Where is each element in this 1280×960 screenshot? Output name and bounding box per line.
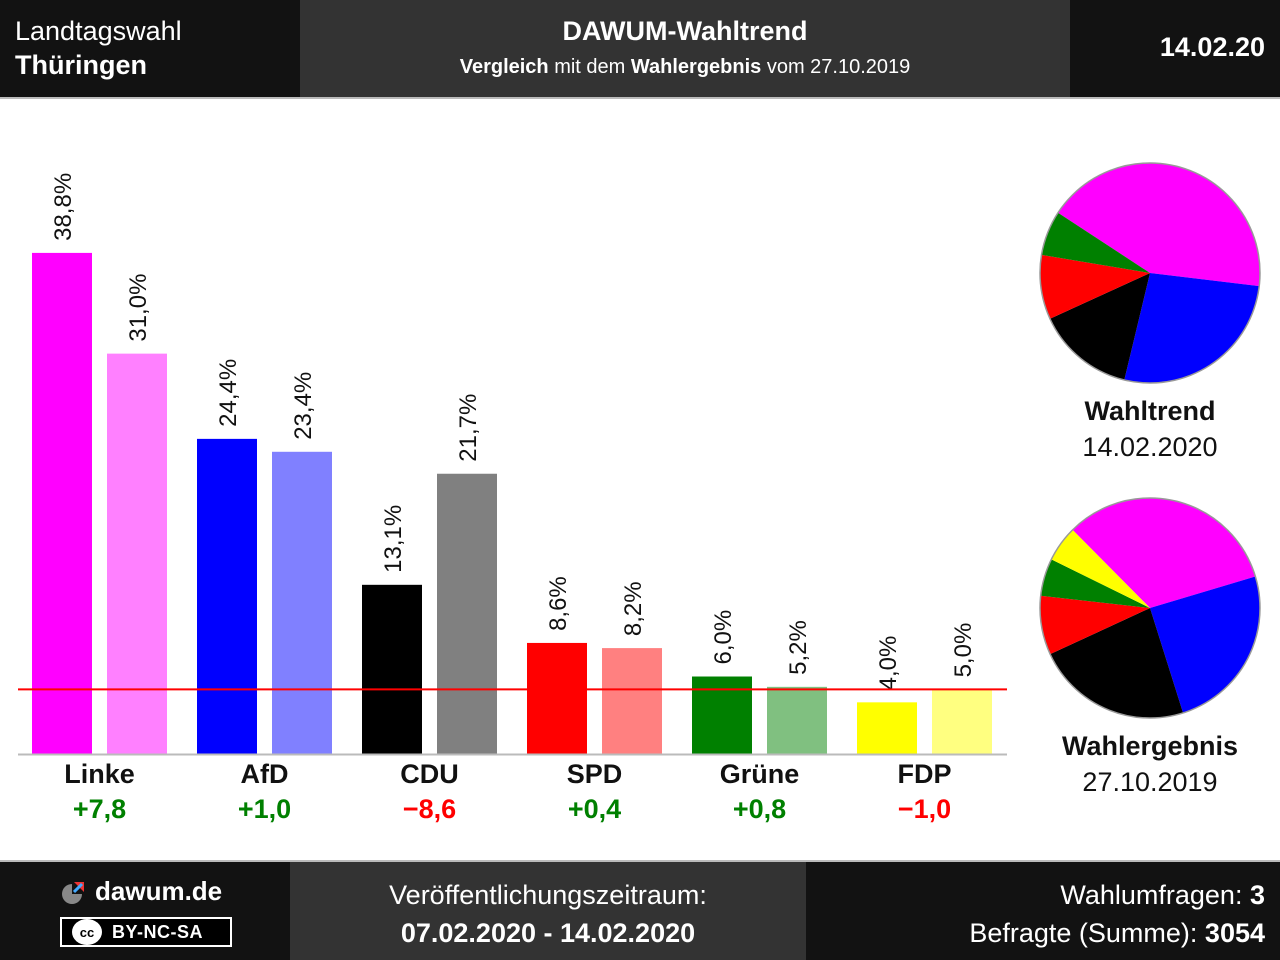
cc-icon: cc: [72, 919, 102, 945]
license-badge[interactable]: cc BY-NC-SA: [60, 917, 232, 947]
footer: dawum.de cc BY-NC-SA Veröffentlichungsze…: [0, 860, 1280, 960]
footer-stats: Wahlumfragen: 3 Befragte (Summe): 3054: [806, 862, 1280, 960]
bar-trend-spd: [527, 642, 587, 754]
chart-subtitle: Vergleich mit dem Wahlergebnis vom 27.10…: [300, 54, 1070, 80]
polls-label: Wahlumfragen:: [1060, 880, 1250, 910]
election-label: Landtagswahl Thüringen: [0, 0, 300, 97]
bar-result-linke: [107, 353, 167, 754]
pie-outline-trend: [1039, 162, 1261, 384]
site-link[interactable]: dawum.de: [95, 876, 223, 906]
pie-outline-result: [1039, 497, 1261, 719]
pie-slice-result-grüne: [1040, 559, 1150, 608]
header-date: 14.02.20: [1070, 0, 1280, 97]
change-label-afd: +1,0: [238, 794, 291, 824]
bar-result-afd: [272, 451, 332, 754]
value-label-result-afd: 23,4%: [290, 372, 317, 440]
respondents-count: Befragte (Summe): 3054: [806, 916, 1265, 950]
pie-slice-trend-linke: [1057, 163, 1260, 287]
pie-caption-trend: Wahltrend 14.02.2020: [1040, 393, 1260, 465]
value-label-result-fdp: 5,0%: [950, 623, 977, 678]
dawum-logo-icon: [62, 882, 84, 904]
bar-chart: 38,8% 31,0% Linke +7,8 24,4% 23,4% AfD +1,0 13,1…: [18, 162, 1261, 824]
pie-slice-result-cdu: [1050, 608, 1184, 718]
value-label-trend-linke: 38,8%: [50, 173, 77, 241]
respondents-label: Befragte (Summe):: [969, 918, 1205, 948]
bar-result-grüne: [767, 686, 827, 754]
footer-period: Veröffentlichungszeitraum: 07.02.2020 - …: [290, 862, 806, 960]
pie-caption-trend-title: Wahltrend: [1084, 396, 1216, 426]
election-region: Thüringen: [15, 50, 147, 80]
value-label-trend-spd: 8,6%: [545, 576, 572, 631]
change-label-grüne: +0,8: [733, 794, 786, 824]
pie-slice-result-linke: [1072, 497, 1256, 608]
category-label-linke: Linke: [64, 759, 135, 789]
value-label-trend-cdu: 13,1%: [380, 505, 407, 573]
bar-result-spd: [602, 648, 662, 754]
value-label-trend-afd: 24,4%: [215, 359, 242, 427]
change-label-spd: +0,4: [568, 794, 621, 824]
bar-trend-grüne: [692, 676, 752, 754]
pie-slice-trend-afd: [1124, 273, 1260, 384]
pie-caption-result-date: 27.10.2019: [1082, 767, 1218, 797]
subtitle-connector: mit dem: [548, 56, 631, 78]
value-label-result-linke: 31,0%: [125, 274, 152, 342]
pie-slice-result-afd: [1150, 576, 1261, 713]
pie-caption-result-title: Wahlergebnis: [1061, 731, 1239, 761]
period-value: 07.02.2020 - 14.02.2020: [400, 918, 696, 948]
subtitle-date: vom 27.10.2019: [761, 56, 911, 78]
category-label-afd: AfD: [241, 759, 289, 789]
value-label-result-spd: 8,2%: [620, 581, 647, 636]
bar-trend-cdu: [362, 584, 422, 754]
subtitle-vergleich: Vergleich: [459, 56, 549, 78]
bar-trend-afd: [197, 438, 257, 754]
pie-caption-result: Wahlergebnis 27.10.2019: [1040, 728, 1260, 800]
bar-trend-fdp: [857, 702, 917, 754]
title-block: DAWUM-Wahltrend Vergleich mit dem Wahler…: [300, 0, 1070, 97]
category-label-fdp: FDP: [898, 759, 952, 789]
change-label-cdu: −8,6: [403, 794, 456, 824]
pie-slice-trend-grüne: [1041, 212, 1150, 273]
license-text: BY-NC-SA: [112, 921, 204, 942]
chart-title: DAWUM-Wahltrend: [562, 16, 808, 46]
pie-slice-result-fdp: [1051, 529, 1150, 608]
value-label-trend-fdp: 4,0%: [875, 636, 902, 691]
category-label-cdu: CDU: [400, 759, 459, 789]
pie-slice-result-spd: [1040, 595, 1150, 655]
bar-result-fdp: [932, 689, 992, 754]
pie-slice-trend-spd: [1039, 254, 1150, 319]
subtitle-wahlergebnis: Wahlergebnis: [630, 56, 762, 78]
change-label-fdp: −1,0: [898, 794, 951, 824]
election-type: Landtagswahl: [15, 16, 182, 46]
category-label-grüne: Grüne: [720, 759, 800, 789]
respondents-value: 3054: [1204, 918, 1265, 948]
category-label-spd: SPD: [567, 759, 623, 789]
footer-brand: dawum.de cc BY-NC-SA: [0, 862, 290, 960]
bar-result-cdu: [437, 473, 497, 754]
change-label-linke: +7,8: [73, 794, 126, 824]
value-label-result-cdu: 21,7%: [455, 394, 482, 462]
bar-trend-linke: [32, 252, 92, 754]
polls-value: 3: [1249, 880, 1265, 910]
value-label-trend-grüne: 6,0%: [710, 610, 737, 665]
pie-caption-trend-date: 14.02.2020: [1082, 432, 1218, 462]
header: Landtagswahl Thüringen DAWUM-Wahltrend V…: [0, 0, 1280, 99]
polls-count: Wahlumfragen: 3: [806, 878, 1265, 912]
period-label: Veröffentlichungszeitraum:: [389, 880, 707, 910]
value-label-result-grüne: 5,2%: [785, 620, 812, 675]
